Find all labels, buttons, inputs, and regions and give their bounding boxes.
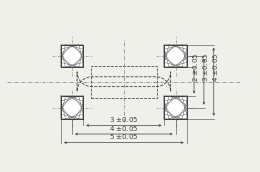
Text: 2 $\pm$0.05: 2 $\pm$0.05 [191, 52, 200, 82]
Bar [61, 45, 83, 67]
Bar [61, 96, 83, 119]
Bar [61, 45, 83, 67]
Bar [165, 96, 187, 119]
Bar [90, 66, 157, 98]
Text: 3 $\pm$0.05: 3 $\pm$0.05 [201, 52, 210, 82]
Text: 4 $\pm$0.05: 4 $\pm$0.05 [211, 52, 220, 82]
Bar [61, 96, 83, 119]
Text: 5 $\pm$0.05: 5 $\pm$0.05 [109, 132, 139, 141]
Bar [165, 45, 187, 67]
Text: 3 $\pm$0.05: 3 $\pm$0.05 [109, 115, 139, 124]
Text: 4 $\pm$0.05: 4 $\pm$0.05 [109, 123, 139, 133]
Bar [165, 96, 187, 119]
Bar [165, 45, 187, 67]
